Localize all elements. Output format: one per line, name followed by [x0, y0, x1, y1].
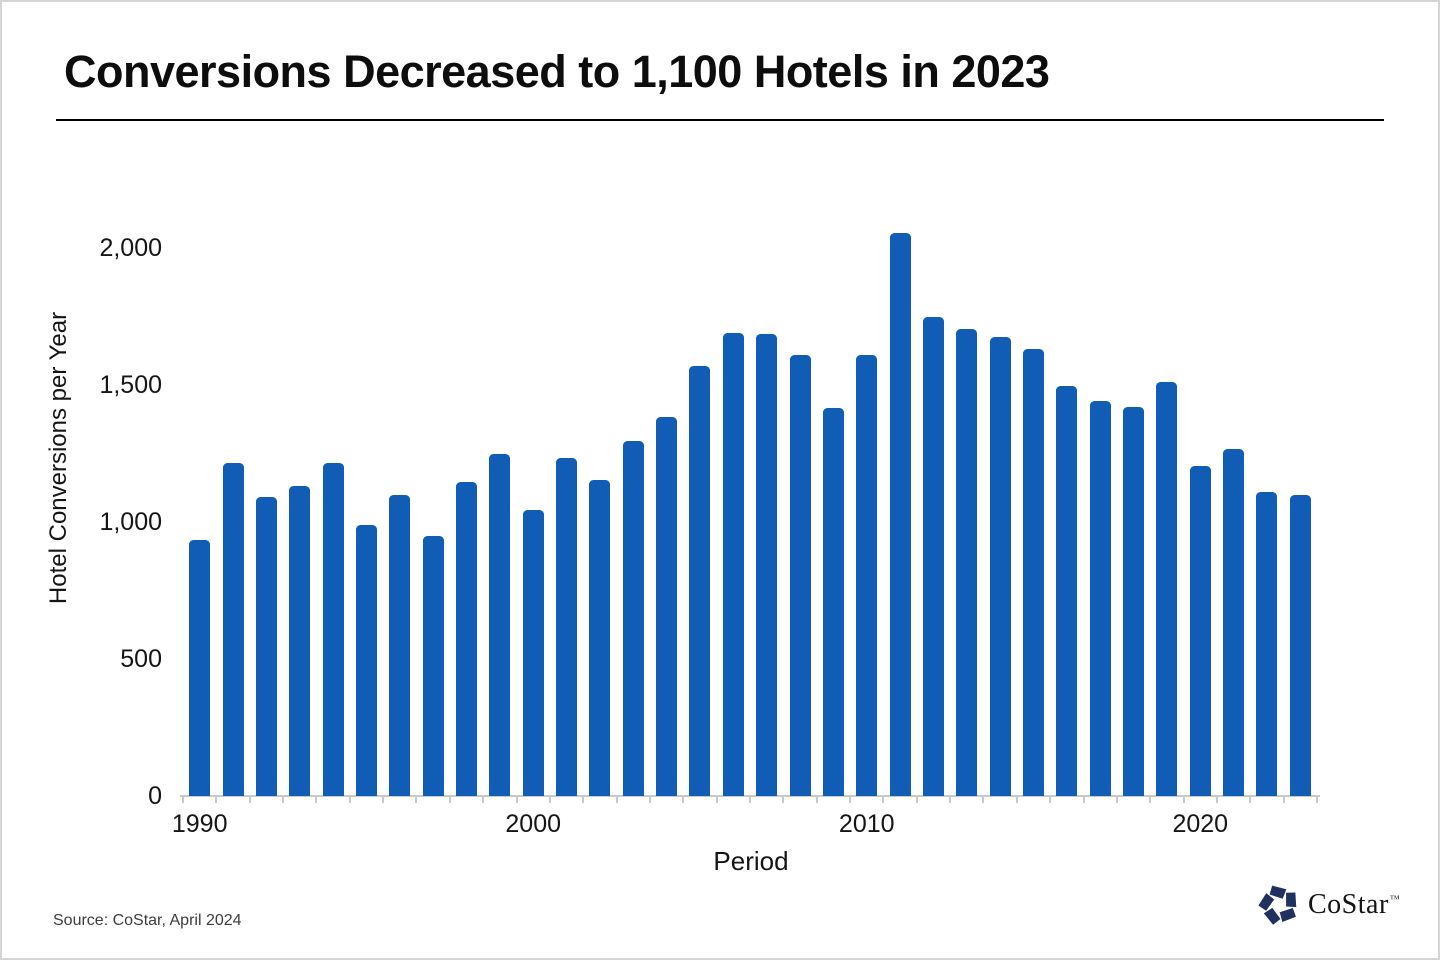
bar-2001	[556, 457, 578, 796]
x-tick-mark	[1316, 797, 1318, 803]
x-tick-mark	[248, 797, 251, 803]
bar-2015	[1023, 349, 1044, 796]
x-tick-mark	[682, 797, 685, 803]
x-tick-mark	[182, 797, 184, 803]
bar-2013	[956, 328, 978, 796]
bar-2007	[756, 334, 778, 796]
y-tick-label-1,000: 1,000	[99, 508, 162, 536]
bar-1995	[355, 524, 377, 796]
bar-2016	[1056, 386, 1078, 796]
bar-1998	[456, 482, 477, 796]
x-tick-mark	[648, 797, 651, 803]
trademark-symbol: ™	[1389, 894, 1401, 905]
bar-2005	[689, 365, 711, 796]
bar-1996	[389, 494, 411, 796]
bar-1990	[189, 539, 211, 796]
bar-1991	[222, 463, 244, 796]
x-tick-mark	[782, 797, 785, 803]
costar-logo-text: CoStar™	[1308, 889, 1401, 921]
x-tick-label-1990: 1990	[171, 810, 228, 838]
x-tick-mark	[815, 797, 818, 803]
x-tick-mark	[1049, 797, 1052, 803]
x-tick-mark	[282, 797, 285, 803]
bar-2017	[1089, 401, 1111, 796]
x-tick-mark	[615, 797, 618, 803]
y-tick-label-1,500: 1,500	[99, 371, 162, 399]
bar-1992	[255, 497, 277, 796]
x-tick-mark	[982, 797, 985, 803]
x-tick-mark	[1149, 797, 1152, 803]
bar-1999	[489, 453, 511, 796]
title-rule	[56, 119, 1384, 121]
x-tick-mark	[1182, 797, 1185, 803]
x-tick-label-2010: 2010	[838, 810, 895, 838]
bar-2008	[789, 354, 811, 796]
chart-title: Conversions Decreased to 1,100 Hotels in…	[64, 46, 1050, 97]
x-tick-mark	[1082, 797, 1085, 803]
x-tick-mark	[548, 797, 551, 803]
y-axis-title: Hotel Conversions per Year	[45, 311, 72, 605]
bar-2002	[589, 479, 611, 796]
x-tick-mark	[1282, 797, 1285, 803]
costar-wordmark: CoStar	[1308, 889, 1389, 920]
bar-2000	[522, 509, 544, 796]
x-tick-mark	[915, 797, 918, 803]
costar-pinwheel-icon	[1258, 885, 1297, 925]
y-tick-label-2,000: 2,000	[99, 234, 162, 262]
x-tick-mark	[849, 797, 852, 803]
x-axis-line	[180, 795, 1320, 797]
x-axis-title: Period	[713, 846, 789, 876]
y-tick-label-0: 0	[148, 782, 162, 810]
bar-2011	[889, 232, 911, 796]
source-note: Source: CoStar, April 2024	[53, 912, 242, 929]
x-tick-mark	[882, 797, 885, 803]
x-tick-mark	[1015, 797, 1018, 803]
x-tick-mark	[348, 797, 351, 803]
x-tick-mark	[582, 797, 585, 803]
bar-2003	[622, 441, 644, 796]
costar-logo: CoStar™	[1258, 884, 1401, 926]
bar-2018	[1123, 406, 1145, 796]
x-tick-mark	[482, 797, 485, 803]
bar-2014	[989, 337, 1011, 796]
bar-1993	[289, 486, 311, 796]
x-tick-mark	[382, 797, 385, 803]
x-tick-mark	[949, 797, 952, 803]
bar-1994	[322, 463, 344, 796]
x-tick-mark	[749, 797, 751, 803]
bar-1997	[422, 535, 444, 796]
y-tick-label-500: 500	[120, 645, 162, 673]
bar-2004	[656, 416, 678, 796]
bar-2010	[856, 354, 878, 796]
bar-2019	[1156, 382, 1178, 796]
bar-2006	[722, 332, 744, 796]
x-tick-mark	[715, 797, 718, 803]
x-tick-mark	[315, 797, 318, 803]
bar-2023	[1289, 494, 1311, 796]
bar-2009	[822, 408, 844, 796]
x-tick-mark	[1249, 797, 1252, 803]
bar-2021	[1223, 449, 1245, 796]
x-tick-mark	[1215, 797, 1218, 803]
x-tick-mark	[1115, 797, 1118, 803]
x-tick-mark	[448, 797, 451, 803]
bar-2022	[1256, 491, 1278, 796]
x-tick-mark	[515, 797, 518, 803]
x-tick-mark	[415, 797, 418, 803]
x-tick-label-2020: 2020	[1172, 810, 1229, 838]
bar-2012	[922, 316, 944, 796]
x-tick-label-2000: 2000	[505, 810, 562, 838]
x-tick-mark	[215, 797, 218, 803]
bar-2020	[1189, 465, 1211, 796]
